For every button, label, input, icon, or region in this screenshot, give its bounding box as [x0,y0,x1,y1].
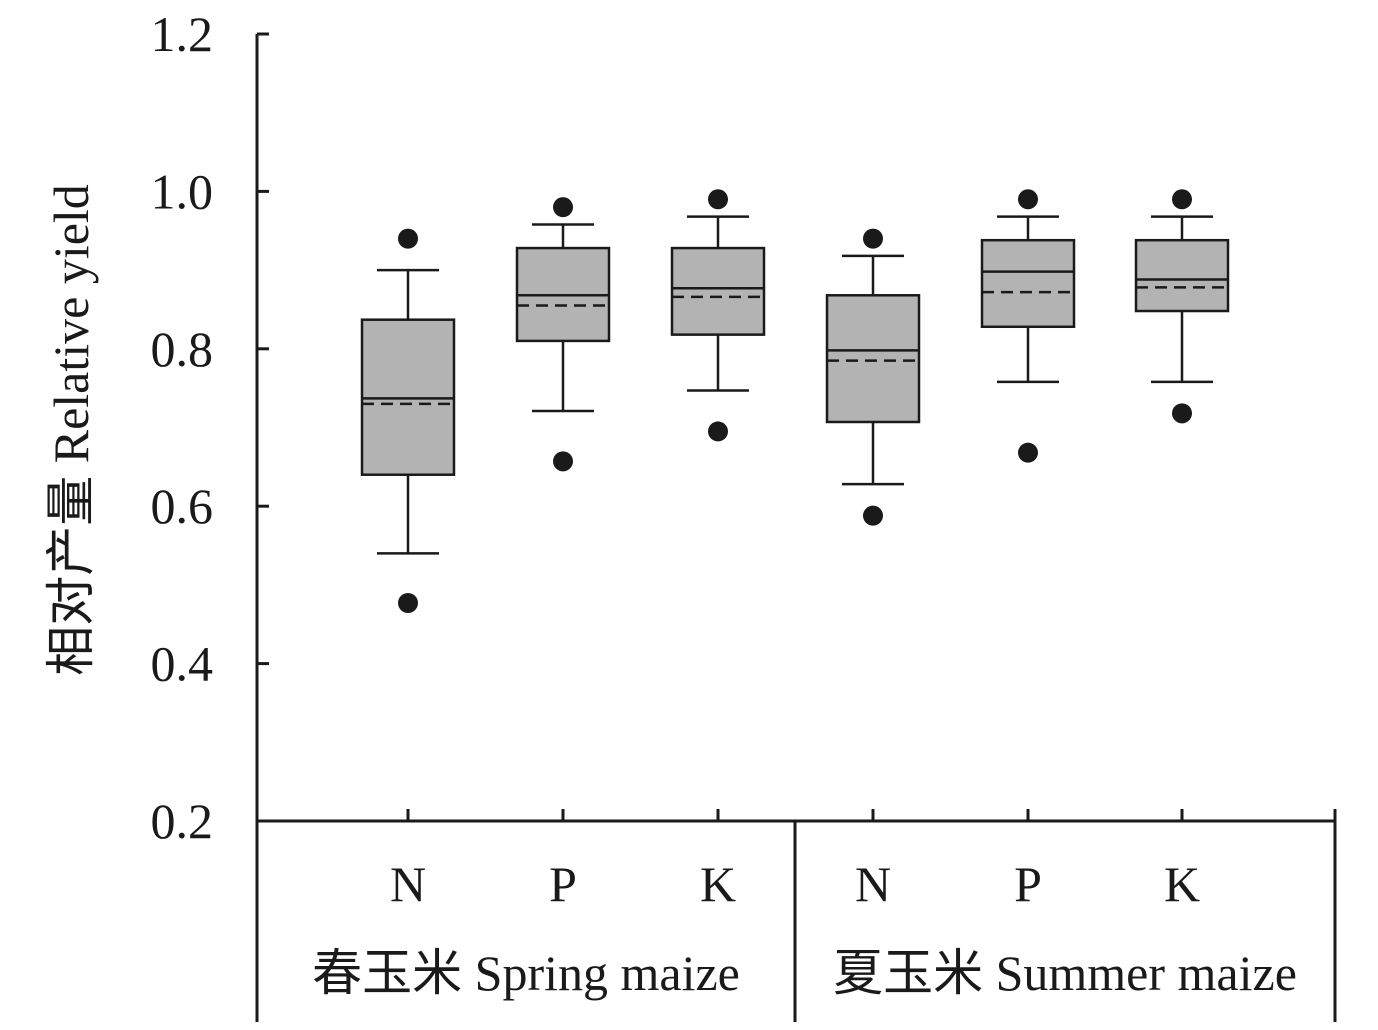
box-k-summer [1134,189,1230,424]
x-tick-label: P [1014,856,1042,912]
y-axis: 0.2 0.4 0.6 0.8 1.0 1.2 [151,6,269,849]
x-tick-label: N [855,856,891,912]
outlier-point-high [553,197,573,218]
y-axis-label: 相对产量 Relative yield [43,184,99,676]
box-n-spring [360,228,456,614]
x-tick-label: K [700,856,736,912]
outlier-point-high [708,189,728,210]
x-axis: N P K N P K 春玉米 Spring maize 夏玉米 Summer maize [255,809,1337,1022]
y-tick-label: 0.2 [151,793,214,849]
x-tick-label: K [1164,856,1200,912]
y-tick-label: 0.6 [151,478,214,534]
outlier-point-low [398,593,418,614]
outlier-point-low [708,421,728,442]
group-label: 春玉米 Spring maize [312,945,740,1001]
iqr-box [1134,238,1230,313]
box-n-summer [825,228,921,526]
outlier-point-low [553,451,573,472]
box-k-spring [670,189,766,442]
box-series [360,189,1230,614]
group-label: 夏玉米 Summer maize [833,945,1297,1001]
y-tick-label: 0.4 [151,636,214,692]
iqr-box [825,294,921,424]
x-tick-label: P [549,856,577,912]
y-tick-label: 0.8 [151,321,214,377]
y-tick-label: 1.0 [151,163,214,219]
iqr-box [980,238,1076,329]
box-p-summer [980,189,1076,463]
outlier-point-high [863,228,883,249]
outlier-point-low [1172,403,1192,424]
iqr-box [670,246,766,336]
box-p-spring [515,197,611,472]
outlier-point-high [1172,189,1192,210]
x-tick-label: N [390,856,426,912]
outlier-point-low [863,505,883,526]
outlier-point-low [1018,442,1038,463]
outlier-point-high [398,228,418,249]
outlier-point-high [1018,189,1038,210]
y-tick-label: 1.2 [151,6,214,62]
